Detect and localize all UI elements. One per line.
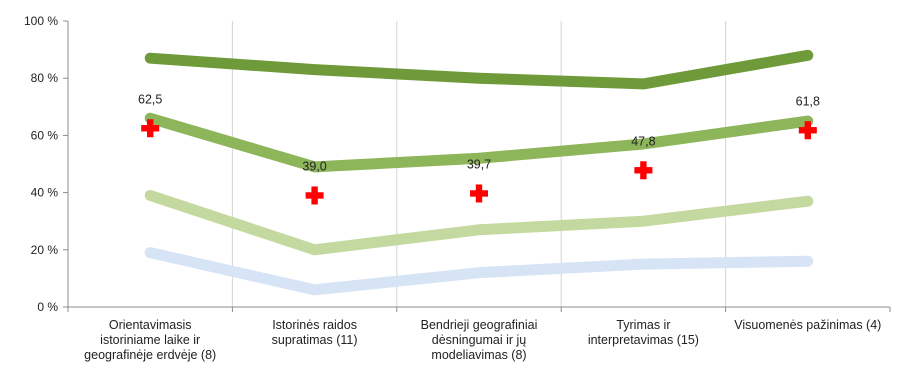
y-tick-label: 80 % <box>31 71 59 85</box>
label-layer: 62,5 39,0 39,7 47,8 61,8 <box>138 92 820 173</box>
data-label: 39,7 <box>467 157 491 171</box>
marker-layer <box>141 119 817 205</box>
series-line-1 <box>144 49 814 90</box>
cross-marker <box>141 119 160 138</box>
data-label: 62,5 <box>138 92 162 106</box>
series-line-2 <box>144 112 814 173</box>
axis-layer: 0 % 20 % 40 % 60 % 80 % 100 % Orientavimasis is… <box>24 14 891 362</box>
x-category-label: Istorinės raidos supratimas (11) <box>272 318 358 347</box>
x-category-label: Visuomenės pažinimas (4) <box>734 318 881 332</box>
series-line-4 <box>144 247 814 296</box>
series-line-3 <box>144 189 814 256</box>
cross-marker <box>798 121 817 140</box>
y-tick-label: 60 % <box>31 128 59 142</box>
cross-marker <box>470 184 488 203</box>
x-category-label: Orientavimasis istoriniame laike ir geogra… <box>84 318 216 362</box>
cross-marker <box>634 161 653 180</box>
x-category-label: Tyrimas ir interpretavimas (15) <box>588 318 699 347</box>
y-tick-label: 40 % <box>31 186 59 200</box>
y-tick-label: 100 % <box>24 14 58 28</box>
y-tick-label: 0 % <box>37 300 58 314</box>
series-layer <box>144 49 814 296</box>
data-label: 39,0 <box>302 159 326 173</box>
cross-marker <box>305 186 324 205</box>
x-category-label: Bendrieji geografiniai dėsningumai ir jų m… <box>421 318 538 362</box>
y-tick-label: 20 % <box>31 243 59 257</box>
data-label: 61,8 <box>796 94 820 108</box>
data-label: 47,8 <box>631 134 655 148</box>
